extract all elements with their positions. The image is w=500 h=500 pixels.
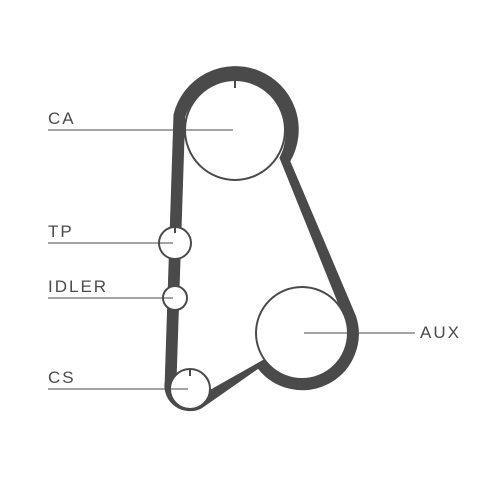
belt-diagram: CA TP IDLER CS AUX <box>0 0 500 500</box>
label-idler: IDLER <box>48 277 108 296</box>
label-cs: CS <box>48 368 76 387</box>
label-ca: CA <box>48 109 76 128</box>
label-tp: TP <box>48 222 74 241</box>
label-aux: AUX <box>420 323 461 342</box>
